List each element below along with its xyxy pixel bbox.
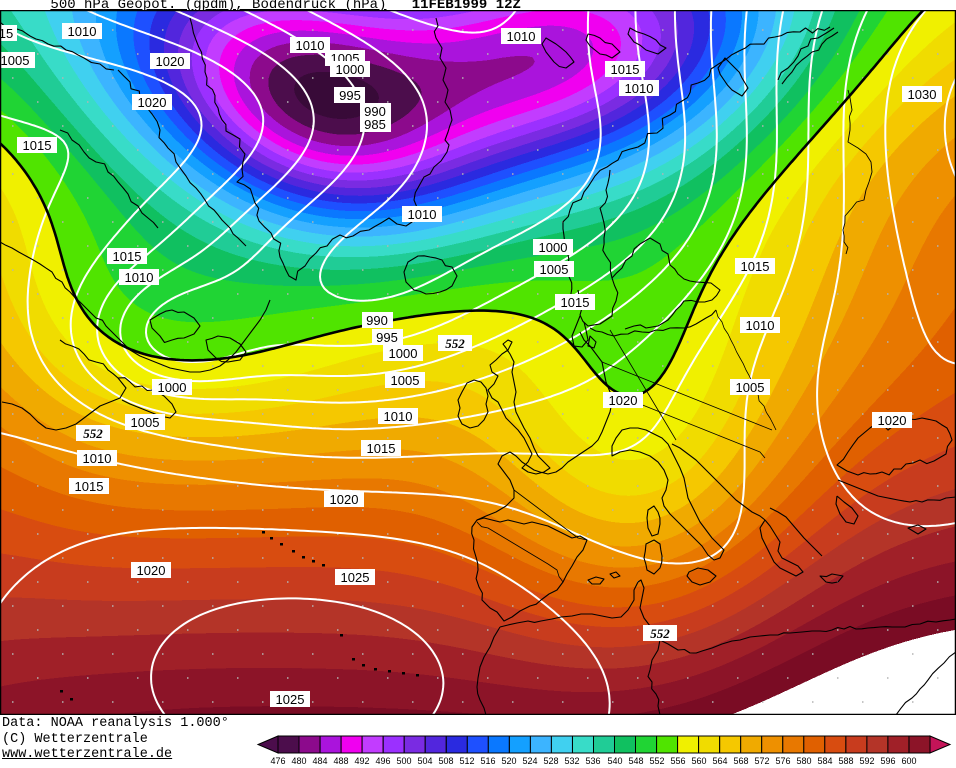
svg-text:1015: 1015: [741, 259, 770, 274]
svg-text:572: 572: [754, 756, 769, 766]
svg-text:480: 480: [291, 756, 306, 766]
svg-text:552: 552: [83, 426, 103, 441]
svg-text:1015: 1015: [23, 138, 52, 153]
svg-text:524: 524: [522, 756, 537, 766]
svg-text:552: 552: [649, 756, 664, 766]
svg-text:1010: 1010: [746, 318, 775, 333]
svg-text:1000: 1000: [158, 380, 187, 395]
svg-text:1020: 1020: [138, 95, 167, 110]
svg-text:564: 564: [712, 756, 727, 766]
svg-text:1010: 1010: [125, 270, 154, 285]
svg-text:556: 556: [670, 756, 685, 766]
svg-text:990: 990: [366, 313, 388, 328]
svg-text:492: 492: [354, 756, 369, 766]
svg-text:508: 508: [438, 756, 453, 766]
svg-text:1020: 1020: [330, 492, 359, 507]
svg-text:1020: 1020: [609, 393, 638, 408]
svg-text:1010: 1010: [68, 24, 97, 39]
svg-text:1000: 1000: [336, 62, 365, 77]
svg-text:1020: 1020: [878, 413, 907, 428]
svg-text:484: 484: [312, 756, 327, 766]
svg-text:528: 528: [543, 756, 558, 766]
svg-text:576: 576: [775, 756, 790, 766]
svg-text:540: 540: [607, 756, 622, 766]
svg-text:476: 476: [270, 756, 285, 766]
svg-text:1005: 1005: [540, 262, 569, 277]
svg-text:1005: 1005: [391, 373, 420, 388]
svg-text:1010: 1010: [384, 409, 413, 424]
svg-text:985: 985: [364, 117, 386, 132]
svg-text:1005: 1005: [131, 415, 160, 430]
svg-text:1000: 1000: [539, 240, 568, 255]
svg-text:600: 600: [901, 756, 916, 766]
svg-text:1025: 1025: [276, 692, 305, 707]
svg-text:596: 596: [880, 756, 895, 766]
svg-text:1015: 1015: [611, 62, 640, 77]
svg-text:552: 552: [445, 336, 465, 351]
svg-text:1005: 1005: [1, 53, 30, 68]
svg-text:488: 488: [333, 756, 348, 766]
svg-text:512: 512: [459, 756, 474, 766]
svg-text:1005: 1005: [736, 380, 765, 395]
svg-text:1010: 1010: [83, 451, 112, 466]
svg-text:1015: 1015: [561, 295, 590, 310]
svg-text:1020: 1020: [156, 54, 185, 69]
svg-text:584: 584: [817, 756, 832, 766]
svg-text:1015: 1015: [113, 249, 142, 264]
svg-text:1015: 1015: [75, 479, 104, 494]
svg-text:1010: 1010: [296, 38, 325, 53]
svg-text:1010: 1010: [408, 207, 437, 222]
svg-text:504: 504: [417, 756, 432, 766]
svg-text:1010: 1010: [507, 29, 536, 44]
svg-text:496: 496: [375, 756, 390, 766]
svg-text:580: 580: [796, 756, 811, 766]
svg-text:592: 592: [859, 756, 874, 766]
svg-text:552: 552: [650, 626, 670, 641]
svg-text:548: 548: [628, 756, 643, 766]
svg-text:15: 15: [0, 26, 13, 41]
svg-text:1030: 1030: [908, 87, 937, 102]
svg-text:1010: 1010: [625, 81, 654, 96]
svg-text:516: 516: [480, 756, 495, 766]
svg-text:588: 588: [838, 756, 853, 766]
svg-text:995: 995: [376, 330, 398, 345]
svg-text:990: 990: [364, 104, 386, 119]
svg-text:568: 568: [733, 756, 748, 766]
svg-text:532: 532: [564, 756, 579, 766]
svg-text:560: 560: [691, 756, 706, 766]
svg-text:1015: 1015: [367, 441, 396, 456]
svg-text:1025: 1025: [341, 570, 370, 585]
svg-text:995: 995: [339, 88, 361, 103]
svg-text:1020: 1020: [137, 563, 166, 578]
svg-text:500: 500: [396, 756, 411, 766]
svg-text:1000: 1000: [389, 346, 418, 361]
svg-text:520: 520: [501, 756, 516, 766]
svg-text:536: 536: [585, 756, 600, 766]
